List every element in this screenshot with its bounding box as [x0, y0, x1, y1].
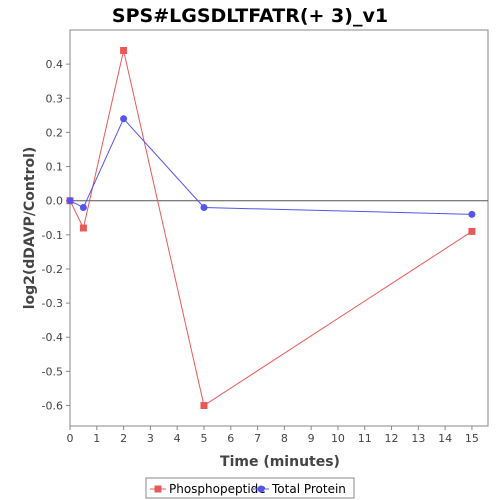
y-axis: 0.4 0.3 0.2 0.1 0.0 -0.1 -0.2 -0.3 -0.4 -0.5 -0.6 [42, 58, 70, 413]
legend-label-phosphopeptide: Phosphopeptide [169, 482, 266, 496]
y-axis-label: log2(dDAVP/Control) [22, 147, 38, 310]
y-tick-label: 0.0 [46, 195, 64, 208]
x-axis: 0 1 2 3 4 5 6 7 8 9 10 11 12 13 14 15 [67, 426, 479, 445]
plot-area [69, 29, 489, 427]
legend-marker-phosphopeptide [154, 485, 162, 493]
total-protein-point [200, 204, 208, 212]
y-tick-label: 0.2 [46, 126, 64, 139]
y-tick-label: -0.5 [42, 365, 63, 378]
x-tick-label: 11 [358, 432, 372, 445]
x-tick-label: 14 [438, 432, 452, 445]
x-tick-label: 5 [200, 432, 207, 445]
x-tick-label: 1 [93, 432, 100, 445]
x-tick-label: 3 [147, 432, 154, 445]
y-tick-label: 0.3 [46, 92, 64, 105]
y-tick-label: -0.2 [42, 263, 63, 276]
x-tick-label: 4 [174, 432, 181, 445]
x-tick-label: 0 [67, 432, 74, 445]
x-tick-label: 13 [411, 432, 425, 445]
total-protein-point [66, 197, 74, 205]
x-tick-label: 12 [385, 432, 399, 445]
y-tick-label: -0.4 [42, 331, 63, 344]
series-layer [66, 46, 476, 410]
phosphopeptide-point [120, 46, 128, 54]
x-tick-label: 9 [308, 432, 315, 445]
x-tick-label: 6 [227, 432, 234, 445]
legend-box [145, 477, 355, 499]
phosphopeptide-point [200, 402, 208, 410]
y-tick-label: 0.4 [46, 58, 64, 71]
total-protein-point [468, 210, 476, 218]
total-protein-point [79, 204, 87, 212]
x-axis-label: Time (minutes) [220, 454, 340, 470]
total-protein-point [120, 115, 128, 123]
phosphopeptide-point [468, 227, 476, 235]
y-tick-label: -0.1 [42, 229, 63, 242]
y-tick-label: 0.1 [46, 161, 64, 174]
x-tick-label: 15 [465, 432, 479, 445]
chart-title: SPS#LGSDLTFATR(+ 3)_v1 [112, 5, 388, 27]
x-tick-label: 7 [254, 432, 261, 445]
legend: Phosphopeptide Total Protein [145, 477, 355, 499]
y-tick-label: -0.3 [42, 297, 63, 310]
phosphopeptide-point [79, 224, 87, 232]
y-tick-label: -0.6 [42, 400, 63, 413]
x-tick-label: 10 [331, 432, 345, 445]
x-tick-label: 2 [120, 432, 127, 445]
x-tick-label: 8 [281, 432, 288, 445]
legend-label-total-protein: Total Protein [271, 482, 346, 496]
legend-marker-total-protein [257, 485, 265, 493]
